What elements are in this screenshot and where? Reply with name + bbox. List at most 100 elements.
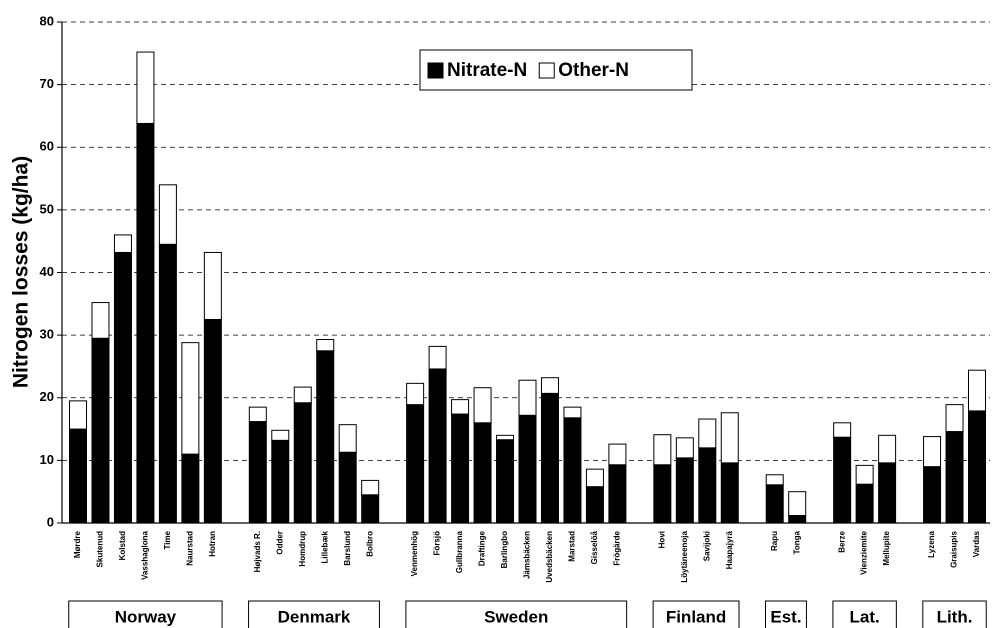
x-tick-label: Vienziemite bbox=[860, 530, 869, 574]
x-tick-label: Kolstad bbox=[118, 531, 127, 560]
group-box bbox=[405, 600, 628, 628]
x-tick-label: Gullbranna bbox=[455, 530, 464, 573]
y-tick-label: 60 bbox=[40, 139, 54, 154]
bar-segment bbox=[316, 339, 335, 352]
bar-segment bbox=[113, 251, 132, 524]
bar-segment bbox=[338, 451, 357, 524]
bar-segment bbox=[316, 350, 335, 524]
y-tick-label: 30 bbox=[40, 327, 54, 342]
x-tick-label: Naurstad bbox=[185, 531, 194, 566]
x-tick-label: Vardas bbox=[972, 530, 981, 557]
group-label: Finland bbox=[666, 607, 726, 626]
bar-segment bbox=[158, 243, 177, 524]
y-tick-label: 20 bbox=[40, 389, 54, 404]
bar-segment bbox=[496, 434, 515, 441]
bar-segment bbox=[675, 437, 694, 459]
bar-segment bbox=[698, 418, 717, 449]
bar-segment bbox=[698, 447, 717, 524]
x-tick-label: Haapajyrä bbox=[725, 530, 734, 569]
x-tick-label: Savijoki bbox=[702, 531, 711, 561]
x-tick-label: Barlingbo bbox=[500, 531, 509, 568]
bar-segment bbox=[181, 453, 200, 524]
bar-segment bbox=[878, 462, 897, 524]
x-tick-label: Mellupite bbox=[882, 530, 891, 565]
y-axis-label: Nitrogen losses (kg/ha) bbox=[10, 156, 33, 388]
y-tick-label: 50 bbox=[40, 201, 54, 216]
x-tick-label: Uvedsbäcken bbox=[545, 531, 554, 583]
bar-segment bbox=[91, 302, 110, 339]
legend-label: Other-N bbox=[558, 60, 629, 81]
bar-segment bbox=[203, 318, 222, 524]
bar-segment bbox=[473, 422, 492, 524]
bar-segment bbox=[720, 462, 739, 524]
group-box bbox=[764, 600, 807, 628]
bar-segment bbox=[473, 387, 492, 424]
x-tick-label: Odder bbox=[275, 531, 284, 555]
bar-segment bbox=[968, 410, 986, 524]
bar-segment bbox=[563, 417, 582, 524]
bar-segment bbox=[451, 399, 470, 415]
bar-segment bbox=[540, 377, 559, 394]
bar-segment bbox=[765, 474, 784, 486]
bar-segment bbox=[855, 464, 874, 485]
x-tick-label: Højvads R. bbox=[253, 531, 262, 572]
bar-segment bbox=[833, 422, 852, 438]
y-tick-label: 40 bbox=[40, 264, 54, 279]
bar-segment bbox=[585, 468, 604, 488]
x-tick-label: Bolbro bbox=[365, 531, 374, 557]
x-tick-label: Tonga bbox=[792, 530, 801, 554]
bar-segment bbox=[765, 484, 784, 524]
x-tick-label: Graisupis bbox=[950, 530, 959, 567]
x-tick-label: Löytäneenoja bbox=[680, 530, 689, 582]
x-tick-label: Hotran bbox=[208, 531, 217, 557]
bar-segment bbox=[675, 457, 694, 524]
bar-segment bbox=[248, 421, 267, 524]
legend-swatch bbox=[538, 62, 555, 79]
bar-segment bbox=[833, 436, 852, 524]
bar-segment bbox=[203, 251, 222, 320]
bar-segment bbox=[158, 184, 177, 245]
group-label: Norway bbox=[115, 607, 177, 626]
group-box bbox=[832, 600, 897, 628]
y-tick-label: 10 bbox=[40, 452, 54, 467]
bar-segment bbox=[945, 404, 964, 433]
bar-segment bbox=[585, 486, 604, 524]
x-tick-label: Homdrup bbox=[298, 531, 307, 567]
x-tick-label: Marstad bbox=[568, 531, 577, 562]
bar-segment bbox=[653, 464, 672, 524]
x-tick-label: Rapu bbox=[770, 531, 779, 551]
bar-segment bbox=[608, 464, 627, 524]
legend-label: Nitrate-N bbox=[447, 60, 527, 81]
bar-segment bbox=[540, 392, 559, 524]
group-label: Lith. bbox=[937, 607, 973, 626]
x-tick-label: Försjö bbox=[433, 531, 442, 556]
bar-segment bbox=[69, 428, 87, 524]
bar-segment bbox=[563, 406, 582, 419]
x-tick-label: Mørdre bbox=[73, 530, 82, 558]
bar-segment bbox=[293, 402, 312, 524]
bar-segment bbox=[248, 406, 267, 423]
bar-segment bbox=[361, 494, 380, 524]
bar-segment bbox=[518, 379, 537, 416]
group-label: Sweden bbox=[484, 607, 548, 626]
bar-segment bbox=[361, 479, 380, 496]
bar-segment bbox=[428, 345, 447, 370]
bar-segment bbox=[923, 436, 942, 468]
group-label: Lat. bbox=[850, 607, 880, 626]
bar-segment bbox=[788, 491, 807, 516]
bar-segment bbox=[181, 342, 200, 455]
x-tick-label: Lillebæk bbox=[320, 530, 329, 563]
x-tick-label: Jämsbäcken bbox=[523, 531, 532, 579]
bar-segment bbox=[428, 368, 447, 524]
y-tick-label: 70 bbox=[40, 76, 54, 91]
y-tick-label: 80 bbox=[40, 13, 54, 28]
legend-box bbox=[419, 49, 693, 91]
group-box bbox=[68, 600, 223, 628]
x-tick-label: Barslund bbox=[343, 531, 352, 566]
legend-swatch bbox=[427, 62, 444, 79]
x-tick-label: Vasshaglona bbox=[141, 530, 150, 579]
x-tick-label: Venmenhög bbox=[410, 531, 419, 576]
bar-segment bbox=[968, 369, 986, 412]
group-box bbox=[652, 600, 740, 628]
x-tick-label: Lyzena bbox=[927, 530, 936, 557]
